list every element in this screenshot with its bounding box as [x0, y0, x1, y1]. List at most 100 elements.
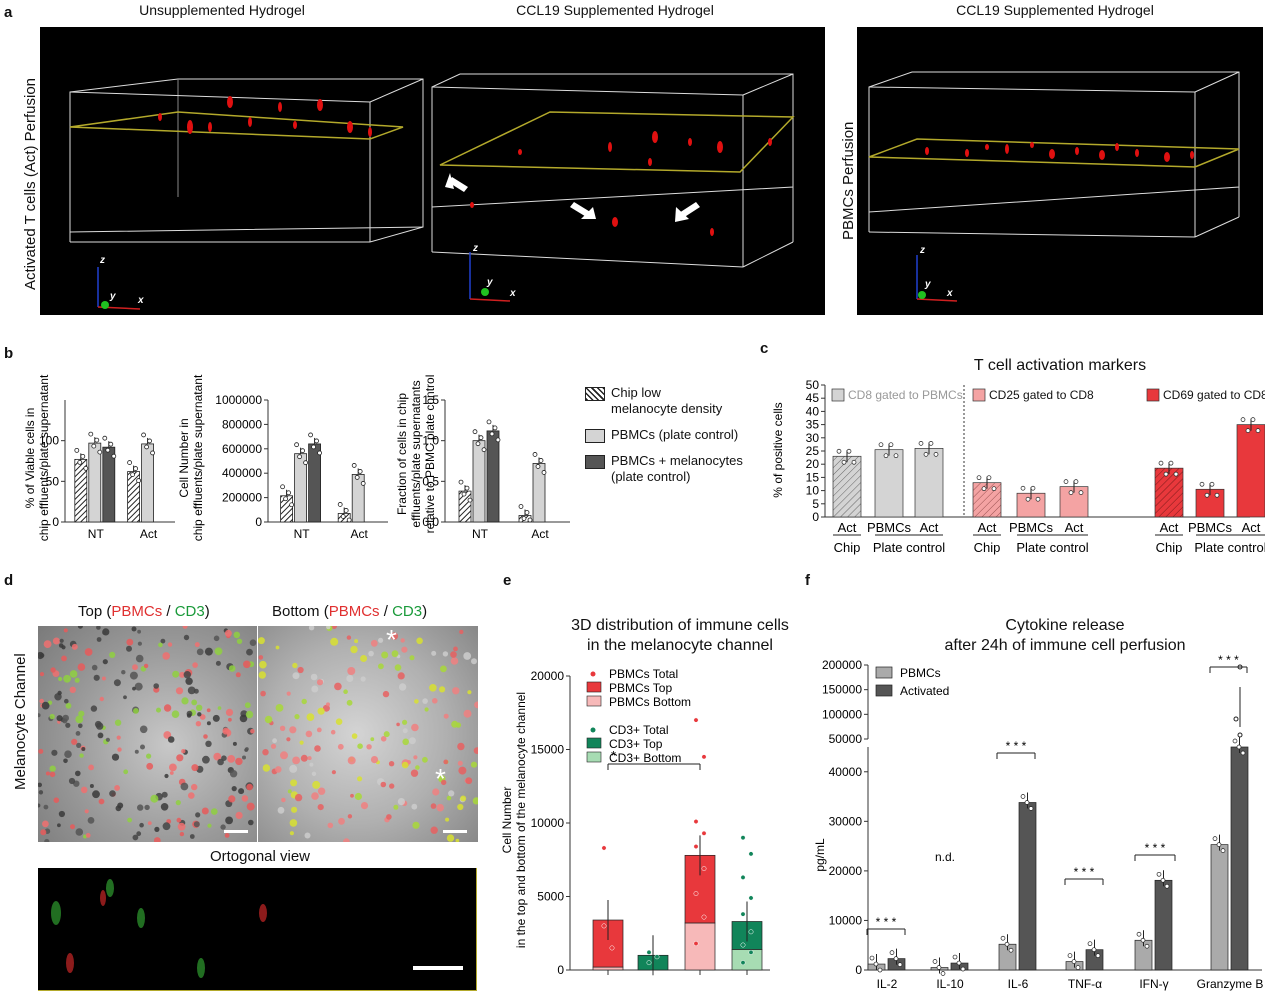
cell-dot: [304, 832, 311, 839]
cell-dot: [64, 750, 72, 758]
b3-tick-label: 1.5: [422, 393, 439, 407]
f-data-point-top: [1233, 716, 1239, 722]
cell-dot: [262, 749, 269, 756]
c-data-point: [836, 448, 842, 454]
micro-image-top: [38, 626, 257, 842]
cell-dot: [443, 759, 449, 765]
cell-dot: [432, 788, 440, 796]
c-data-point: [1173, 471, 1179, 477]
cell-dot: [389, 783, 395, 789]
e-data-point: [748, 895, 754, 901]
cell-dot: [301, 698, 307, 705]
cell-dot: [81, 747, 86, 751]
cell-dot: [280, 751, 288, 760]
cell-dot: [176, 754, 184, 762]
cell-dot: [224, 833, 230, 838]
cell-dot: [206, 721, 211, 726]
scale-bar: [224, 830, 248, 833]
c-data-point: [933, 452, 939, 457]
c-bar-label: Act: [1065, 520, 1084, 535]
cell-dot: [330, 637, 339, 646]
cell-dot: [397, 672, 405, 680]
c-bar-label: Act: [978, 520, 997, 535]
cell-dot: [446, 795, 452, 801]
cell-dot: [440, 665, 447, 673]
b2-tick-label: 800000: [222, 417, 262, 431]
cell-dot: [225, 816, 234, 825]
cell-dot: [286, 691, 291, 696]
cell-dot: [452, 687, 460, 695]
c-legend-swatch: [1146, 388, 1160, 402]
f-data-point: [1212, 836, 1218, 841]
cell-dot: [99, 696, 104, 702]
cell-dot: [98, 798, 105, 805]
cell-dot: [416, 637, 423, 645]
cell-dot: [132, 686, 136, 691]
cell-dot: [175, 687, 184, 695]
cell-dot: [351, 733, 358, 739]
pbmcs-word-2: PBMCs: [328, 603, 380, 620]
panel-d-bottom-title: Bottom (PBMCs / CD3): [272, 603, 427, 620]
e-data-point: [693, 844, 699, 849]
c-bar: [1236, 424, 1265, 518]
cell-dot: [337, 743, 344, 750]
c-data-point: [1068, 490, 1074, 495]
cell-dot: [446, 834, 455, 842]
legend-label-pbmcs-mel-1: PBMCs + melanocytes: [611, 453, 743, 468]
cell-dot: [195, 721, 202, 727]
cell-dot: [232, 741, 237, 746]
b3-tick-label: 0.0: [422, 515, 439, 529]
b3-data-point: [467, 497, 473, 503]
cell-dot: [233, 631, 241, 639]
b3-data-point: [481, 447, 487, 453]
f-data-point: [1136, 931, 1142, 937]
c-data-point: [1255, 428, 1261, 433]
micro-image-bottom: * *: [258, 626, 478, 842]
cell-dot: [441, 779, 447, 786]
cell-dot: [398, 683, 407, 691]
e-data-point: [701, 754, 707, 760]
f-tick-label-bottom: 40000: [829, 765, 863, 779]
b1-tick-label: 50: [46, 474, 60, 488]
cell-dot: [401, 761, 409, 769]
cell-dot: [53, 797, 60, 803]
cell-dot: [330, 729, 336, 735]
cell-dot: [311, 685, 319, 693]
b3-bar: [486, 430, 500, 523]
panel-a-title-3: CCL19 Supplemented Hydrogel: [956, 2, 1154, 18]
b3-data-point: [495, 437, 501, 443]
cell-dot: [305, 730, 313, 738]
cell-dot: [368, 650, 374, 657]
top-word: Top: [78, 603, 103, 620]
cell-dot: [286, 737, 291, 742]
b1-category-label: NT: [88, 527, 105, 541]
f-legend-swatch: [875, 684, 893, 697]
cell-dot: [161, 791, 168, 798]
f-data-point: [1000, 935, 1006, 941]
b1-tick-label: 0: [52, 515, 59, 529]
cell-dot: [248, 819, 254, 826]
cell-dot: [171, 710, 180, 718]
cell-dot: [451, 720, 459, 728]
e-data-point: [748, 949, 754, 955]
f-data-point: [893, 956, 899, 961]
cell-dot: [249, 639, 257, 646]
cell-dot: [79, 753, 84, 758]
cell-dot: [381, 651, 389, 659]
c-data-point: [1078, 490, 1084, 495]
cd3-word: CD3: [174, 603, 205, 620]
cell-dot: [114, 785, 120, 791]
e-legend-swatch: [586, 681, 602, 693]
cell-dot: [58, 676, 63, 682]
f-bar: [1018, 802, 1037, 971]
cell-dot: [346, 635, 352, 640]
b1-data-point: [150, 450, 156, 456]
cell-dot: [186, 713, 192, 718]
e-data-point: [740, 960, 746, 966]
cell-dot: [137, 641, 142, 646]
f-data-point: [897, 962, 903, 967]
cell-dot: [401, 646, 408, 653]
cell-dot: [160, 638, 166, 644]
e-data-point: [748, 929, 754, 935]
b2-data-point: [343, 508, 349, 513]
